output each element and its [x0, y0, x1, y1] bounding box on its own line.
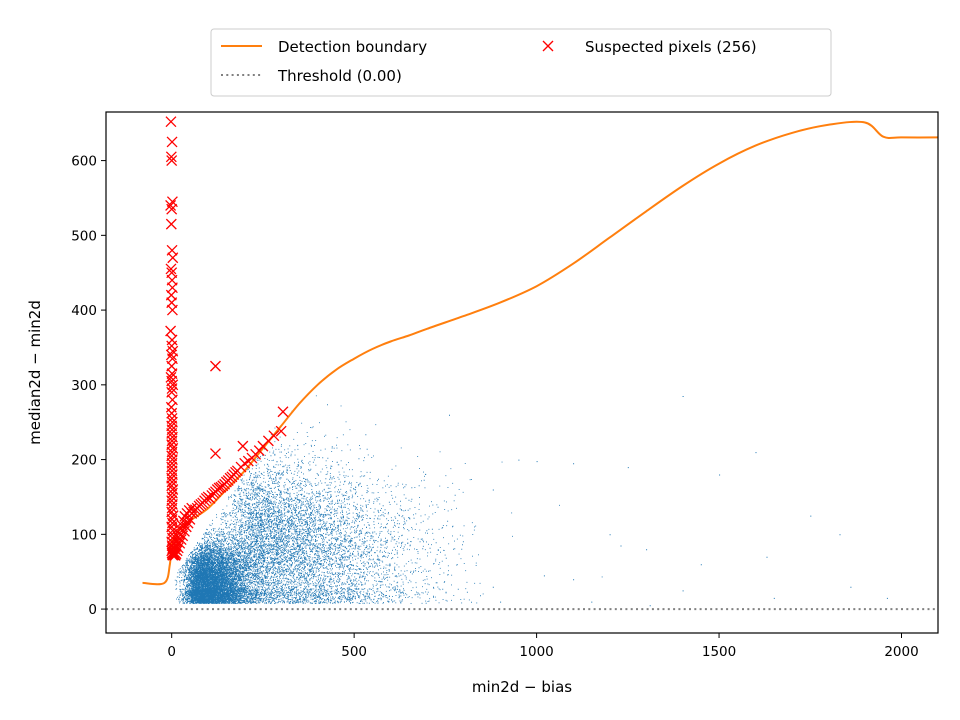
pixel-scatter — [174, 395, 888, 607]
suspected-point — [165, 116, 177, 128]
suspected-point — [166, 407, 178, 419]
suspected-point — [204, 492, 216, 504]
suspected-point — [165, 199, 177, 211]
suspected-point — [165, 218, 177, 230]
suspected-point — [174, 523, 186, 535]
suspected-point — [166, 304, 178, 316]
suspected-point — [277, 406, 289, 418]
suspected-point — [174, 537, 186, 549]
suspected-point — [165, 349, 177, 361]
x-axis: 0 500 1000 1500 2000 — [167, 633, 919, 660]
legend-box — [210, 28, 832, 97]
y-tick-label: 100 — [71, 527, 97, 543]
suspected-point — [268, 430, 280, 442]
y-tick-label: 0 — [88, 602, 97, 618]
suspected-point — [184, 513, 196, 525]
x-tick-label: 0 — [167, 644, 176, 660]
legend-label-suspected: Suspected pixels (256) — [585, 38, 757, 56]
suspected-point — [239, 457, 251, 469]
y-axis: 0 100 200 300 400 500 600 — [71, 154, 106, 618]
y-tick-label: 400 — [71, 303, 97, 319]
y-tick-label: 500 — [71, 228, 97, 244]
suspected-point — [175, 534, 187, 546]
suspected-point — [237, 440, 249, 452]
legend-swatch-suspected — [542, 40, 554, 52]
suspected-point — [166, 203, 178, 215]
detection-boundary-line — [142, 120, 938, 586]
suspected-point — [166, 383, 178, 395]
suspected-point — [210, 360, 221, 372]
suspected-pixels — [165, 116, 289, 561]
x-tick-label: 500 — [341, 644, 367, 660]
suspected-point — [166, 155, 178, 167]
suspected-point — [210, 448, 221, 460]
legend-label-boundary: Detection boundary — [278, 38, 427, 56]
legend-label-threshold: Threshold (0.00) — [277, 67, 402, 85]
legend: Detection boundary Threshold (0.00) Susp… — [210, 28, 832, 97]
suspected-point — [165, 325, 177, 337]
suspected-point — [165, 151, 177, 163]
suspected-point — [165, 263, 177, 275]
axes-frame — [105, 111, 939, 634]
x-axis-label: min2d − bias — [472, 678, 572, 696]
suspected-point — [167, 252, 179, 264]
x-tick-label: 1000 — [519, 644, 553, 660]
y-tick-label: 300 — [71, 378, 97, 394]
suspected-point — [169, 543, 181, 555]
x-tick-label: 2000 — [884, 644, 918, 660]
suspected-point — [275, 425, 287, 437]
suspected-point — [166, 136, 178, 148]
y-axis-label: median2d − min2d — [26, 300, 44, 445]
y-tick-label: 600 — [71, 154, 97, 170]
x-tick-label: 1500 — [702, 644, 736, 660]
suspected-point — [165, 371, 177, 383]
pixel-points — [174, 395, 888, 607]
suspected-point — [186, 502, 198, 514]
y-tick-label: 200 — [71, 453, 97, 469]
plot-area — [106, 116, 938, 611]
